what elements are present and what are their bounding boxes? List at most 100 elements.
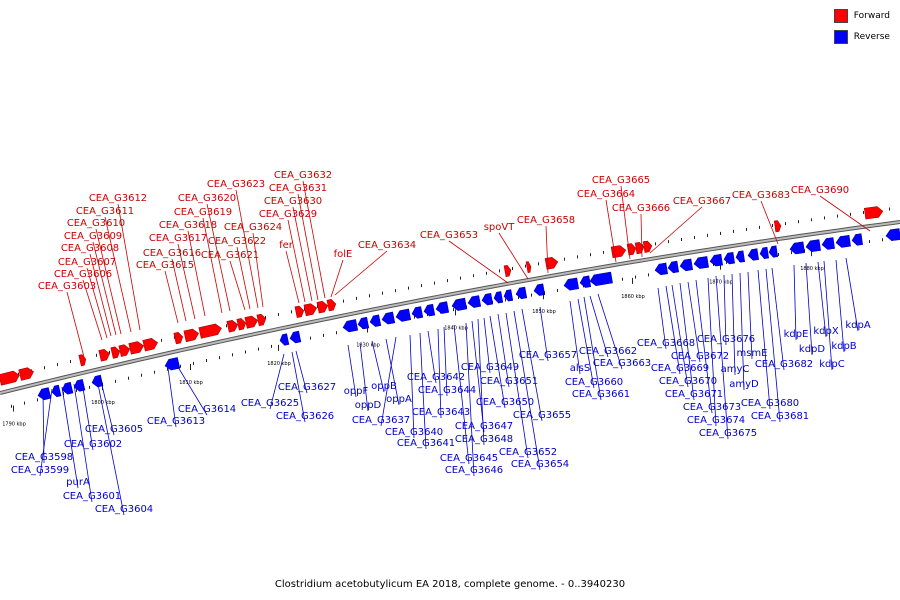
scale-tick [13, 405, 14, 412]
track-tick [193, 361, 194, 365]
reverse-gene-arrow [515, 286, 528, 300]
gene-label: CEA_G3627 [278, 382, 336, 393]
gene-label: CEA_G3598 [15, 452, 73, 463]
track-tick [720, 231, 721, 235]
forward-gene-arrow [173, 331, 184, 345]
reverse-gene-arrow [835, 235, 851, 248]
gene-label: CEA_G3675 [699, 428, 757, 439]
callout-line [95, 228, 122, 335]
callout-line [104, 216, 132, 333]
gene-label: CEA_G3625 [241, 398, 299, 409]
track-tick [505, 298, 506, 302]
track-tick [473, 274, 474, 278]
gene-label: CEA_G3640 [385, 427, 443, 438]
callout-line [82, 279, 103, 341]
gene-label: CEA_G3619 [174, 207, 232, 218]
track-tick [434, 281, 435, 285]
gene-label: CEA_G3604 [95, 504, 153, 515]
scale-tick [720, 263, 721, 270]
track-tick [622, 277, 623, 281]
scale-tick [632, 277, 633, 284]
callout-line [229, 260, 246, 311]
callout-line [359, 342, 369, 412]
track-tick [180, 364, 181, 368]
callout-line [42, 391, 45, 464]
gene-label: purA [66, 477, 90, 488]
backbone-highlight [0, 221, 900, 394]
reverse-gene-arrow [735, 250, 746, 263]
track-tick [447, 279, 448, 283]
scale-label: 1800 kbp [91, 400, 115, 406]
callout-line [269, 353, 285, 410]
scale-label: 1830 kbp [356, 343, 380, 349]
callout-line [295, 350, 308, 394]
track-tick [531, 293, 532, 297]
callout-line [757, 269, 771, 410]
gene-label: CEA_G3657 [519, 350, 577, 361]
callout-line [695, 279, 713, 414]
gene-label: CEA_G3671 [665, 389, 723, 400]
forward-gene-arrow [544, 256, 559, 270]
scale-tick [190, 364, 191, 371]
reverse-gene-arrow [357, 316, 370, 330]
reverse-gene-arrow [747, 248, 759, 261]
track-tick [785, 222, 786, 226]
gene-label: alsS [570, 363, 590, 374]
track-tick [278, 313, 279, 317]
gene-label: spoVT [484, 222, 516, 233]
track-tick [265, 315, 266, 319]
gene-label: CEA_G3648 [455, 434, 513, 445]
callout-line [545, 225, 549, 274]
gene-label: CEA_G3653 [420, 230, 478, 241]
gene-label: CEA_G3673 [683, 402, 741, 413]
callout-line [409, 334, 415, 439]
gene-label: CEA_G3674 [687, 415, 745, 426]
callout-line [823, 260, 833, 371]
scale-tick [367, 326, 368, 333]
track-tick [791, 251, 792, 255]
track-tick [343, 299, 344, 303]
gene-label: CEA_G3676 [697, 334, 755, 345]
callout-line [771, 267, 785, 371]
gene-label: CEA_G3605 [85, 424, 143, 435]
track-tick [271, 344, 272, 348]
track-tick [590, 253, 591, 257]
track-tick [824, 216, 825, 220]
callout-line [236, 246, 251, 310]
callout-line [39, 388, 53, 477]
gene-label: CEA_G3623 [207, 179, 265, 190]
track-tick [486, 271, 487, 275]
reverse-swatch [833, 29, 848, 44]
gene-label: CEA_G3668 [637, 338, 695, 349]
gene-label: CEA_G3662 [579, 346, 637, 357]
gene-label: CEA_G3610 [67, 218, 125, 229]
legend-label-forward: Forward [853, 10, 890, 21]
scale-label: 1810 kbp [179, 380, 203, 386]
reverse-gene-arrow [279, 333, 290, 346]
gene-label: oppF [344, 386, 369, 397]
callout-line [291, 351, 306, 423]
callout-line [171, 258, 187, 322]
callout-line [117, 203, 141, 331]
callout-line [605, 199, 617, 263]
callout-line [665, 285, 681, 375]
gene-label: CEA_G3621 [201, 250, 259, 261]
track-tick [635, 275, 636, 279]
legend: Forward Reverse [833, 8, 890, 50]
track-tick [577, 255, 578, 259]
forward-gene-arrow [226, 319, 239, 333]
reverse-gene-arrow [435, 301, 450, 314]
callout-line [671, 284, 689, 388]
callout-line [96, 378, 125, 516]
track-tick [668, 240, 669, 244]
reverse-gene-arrow [709, 253, 723, 267]
callout-line [92, 241, 117, 336]
forward-gene-arrow [128, 341, 144, 355]
callout-line [252, 232, 264, 308]
forward-gene-arrow [503, 265, 512, 278]
callout-line [765, 268, 781, 423]
reverse-gene-arrow [667, 260, 680, 274]
gene-label: CEA_G3682 [755, 359, 813, 370]
gene-label: CEA_G3647 [455, 421, 513, 432]
callout-line [177, 243, 196, 320]
